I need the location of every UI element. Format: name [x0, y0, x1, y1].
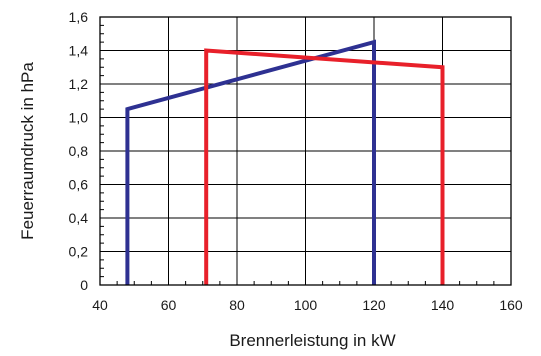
plot-frame — [99, 16, 512, 286]
y-tick-label: 0,8 — [69, 143, 89, 159]
tick-labels: 40 60 80 100 120 140 160 0 0,2 0,4 0,6 0,8 1,0 1,2 1,4… — [69, 9, 523, 313]
y-tick-label: 0,4 — [69, 210, 89, 226]
y-tick-label: 1,2 — [69, 76, 89, 92]
x-tick-label: 80 — [229, 297, 245, 313]
y-tick-label: 0,6 — [69, 177, 89, 193]
series-line-1 — [125, 39, 376, 285]
x-tick-label: 60 — [161, 297, 177, 313]
y-tick-label: 1,6 — [69, 9, 89, 25]
x-tick-label: 160 — [499, 297, 523, 313]
x-tick-label: 100 — [294, 297, 318, 313]
x-axis-title: Brennerleistung in kW — [229, 331, 395, 350]
y-tick-label: 1,0 — [69, 110, 89, 126]
y-tick-label: 1,4 — [69, 43, 89, 59]
y-tick-label: 0,2 — [69, 244, 89, 260]
x-tick-label: 140 — [431, 297, 455, 313]
series-layer — [125, 39, 445, 285]
y-axis-title: Feuerraumdruck in hPa — [18, 62, 37, 240]
y-tick-label: 0 — [80, 277, 88, 293]
minor-ticks — [99, 16, 512, 286]
x-tick-label: 120 — [362, 297, 386, 313]
x-tick-label: 40 — [92, 297, 108, 313]
series-line-2 — [204, 48, 445, 285]
